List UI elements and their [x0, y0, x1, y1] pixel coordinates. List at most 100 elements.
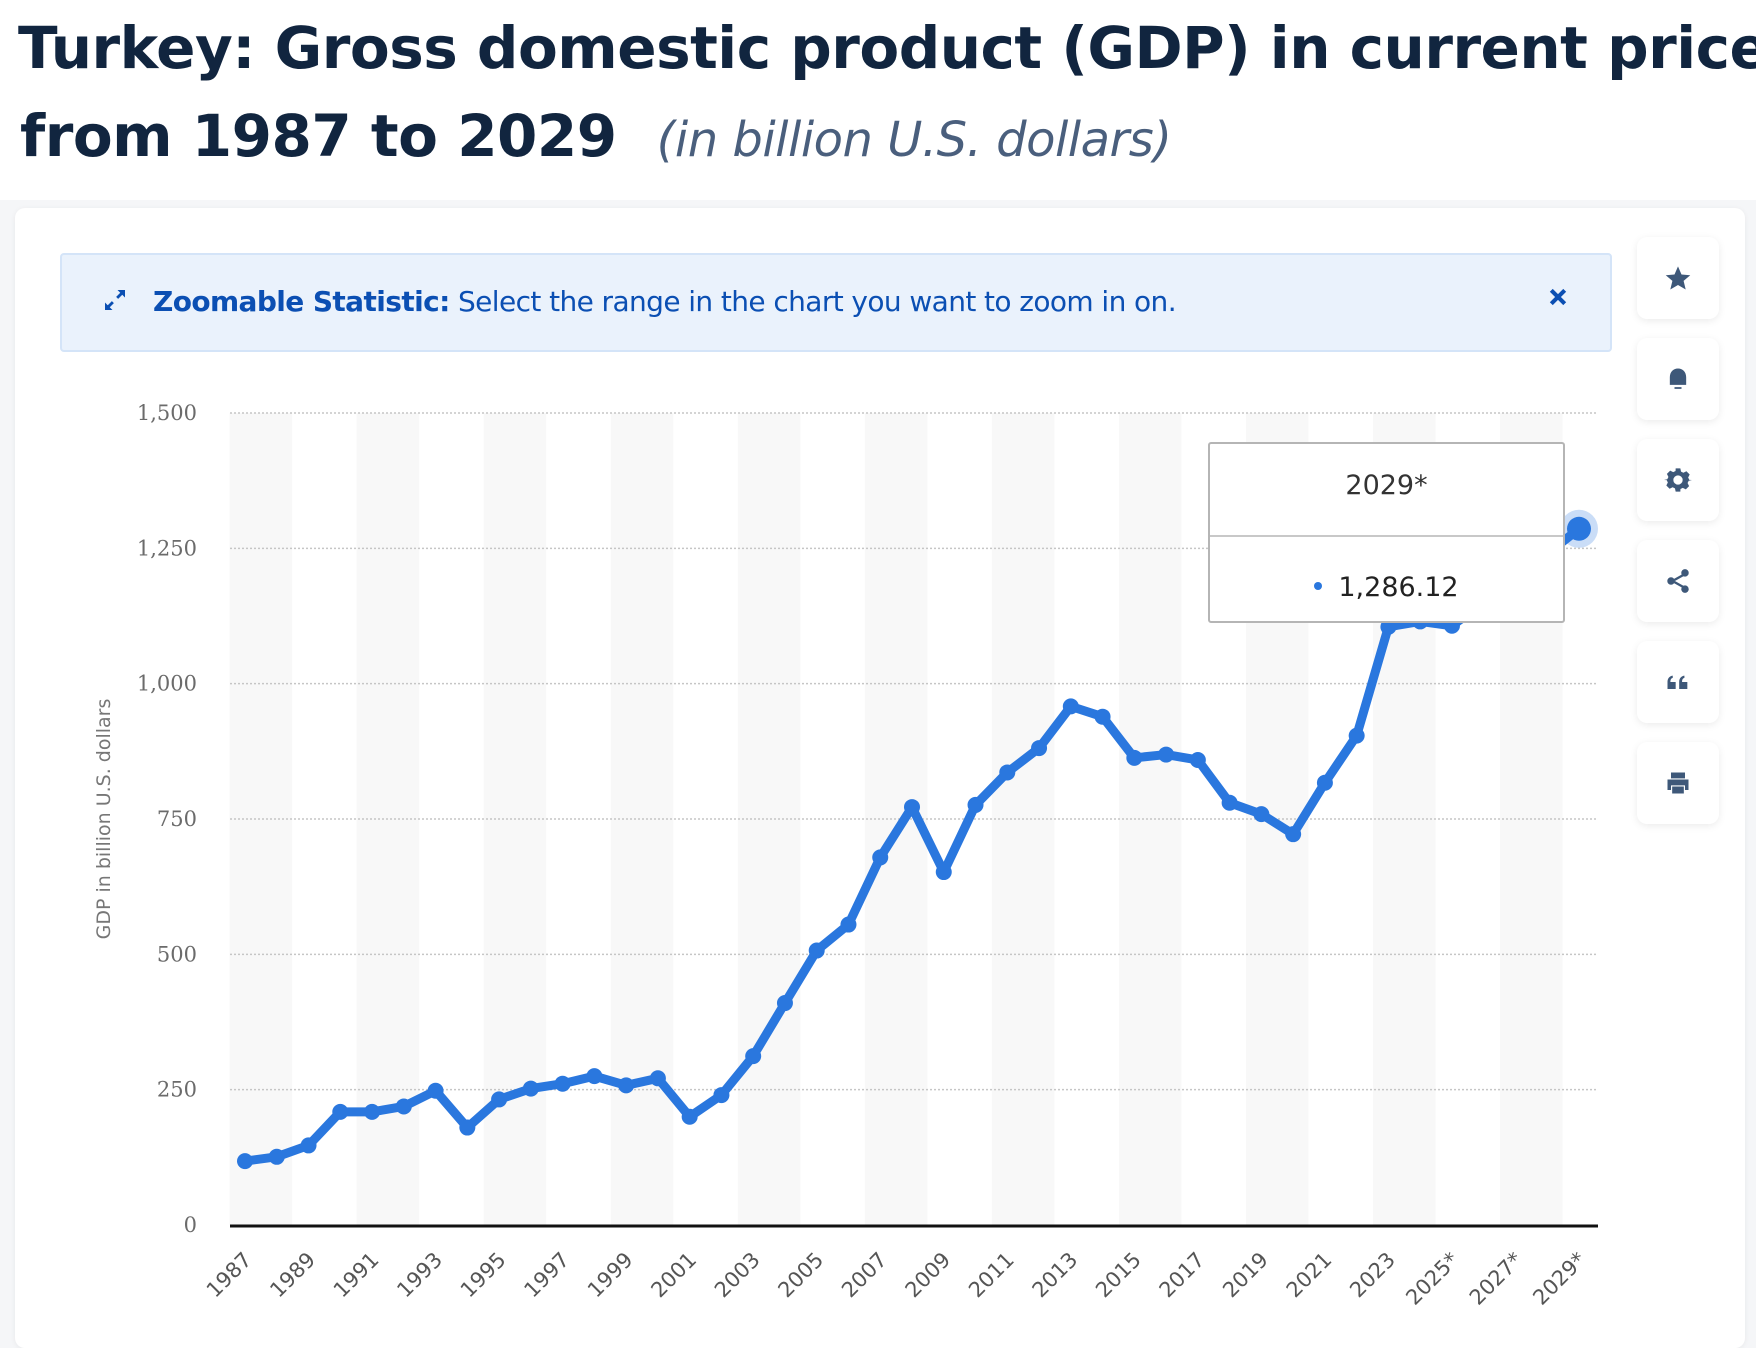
page-subtitle: (in billion U.S. dollars) — [656, 112, 1172, 168]
x-tick-label: 1997 — [519, 1248, 574, 1303]
share-icon — [1667, 569, 1689, 593]
y-tick-label: 1,250 — [137, 536, 197, 560]
data-point — [491, 1091, 508, 1108]
banner-label: Zoomable Statistic: — [153, 285, 450, 318]
y-axis-label: GDP in billion U.S. dollars — [93, 699, 115, 940]
data-point — [395, 1098, 412, 1115]
y-tick-label: 250 — [157, 1078, 197, 1102]
banner-text: Select the range in the chart you want t… — [449, 285, 1177, 318]
data-point — [904, 799, 920, 816]
tooltip-value-row: 1,286.12 — [1210, 572, 1563, 603]
data-point — [1285, 826, 1302, 843]
data-point — [300, 1137, 317, 1154]
data-point — [1253, 806, 1270, 823]
close-icon[interactable] — [1544, 283, 1572, 311]
tooltip-title: 2029* — [1345, 470, 1428, 501]
data-point — [681, 1108, 698, 1125]
notification-button[interactable] — [1637, 338, 1719, 420]
x-band — [737, 413, 801, 1225]
x-tick-label: 2015 — [1091, 1248, 1146, 1303]
y-tick-label: 1,000 — [137, 672, 197, 696]
x-tick-label: 1999 — [583, 1248, 638, 1303]
data-point — [586, 1068, 603, 1085]
x-tick-label: 1991 — [329, 1248, 384, 1303]
x-tick-label: 2029* — [1528, 1248, 1590, 1310]
y-axis-ticks: 0 250 500 750 1,000 1,250 1,500 — [137, 401, 197, 1237]
x-tick-label: 1989 — [265, 1248, 320, 1303]
data-point — [872, 849, 889, 866]
data-point — [1094, 708, 1111, 725]
x-tick-label: 2017 — [1155, 1248, 1210, 1303]
x-tick-label: 1987 — [202, 1248, 257, 1303]
data-point — [1189, 751, 1206, 768]
settings-button[interactable] — [1637, 439, 1719, 521]
data-point — [776, 995, 793, 1012]
printer-icon — [1667, 772, 1689, 794]
data-point — [967, 796, 984, 813]
x-tick-label: 2005 — [773, 1248, 828, 1303]
y-tick-label: 1,500 — [137, 401, 197, 425]
y-tick-label: 0 — [184, 1213, 197, 1237]
share-button[interactable] — [1637, 540, 1719, 622]
x-tick-label: 2027* — [1465, 1248, 1527, 1310]
gear-icon — [1664, 468, 1692, 492]
data-point — [808, 942, 825, 959]
data-point — [268, 1148, 285, 1165]
cite-button[interactable] — [1637, 641, 1719, 723]
data-point — [1031, 740, 1048, 757]
x-axis-ticks: 1987 1989 1991 1993 1995 1997 1999 2001 2003 2005… — [202, 1248, 1591, 1310]
quote-icon — [1667, 675, 1688, 689]
x-tick-label: 2023 — [1345, 1248, 1400, 1303]
data-point — [522, 1080, 539, 1097]
banner-message: Zoomable Statistic: Select the range in … — [153, 285, 1177, 318]
star-icon — [1665, 266, 1691, 290]
highlight-point-marker — [1567, 516, 1591, 541]
zoomable-banner: Zoomable Statistic: Select the range in … — [60, 253, 1612, 352]
data-point — [332, 1103, 349, 1120]
x-tick-label: 2003 — [710, 1248, 765, 1303]
y-tick-label: 500 — [157, 942, 197, 966]
data-point — [427, 1082, 444, 1099]
x-tick-label: 1993 — [392, 1248, 447, 1303]
data-point — [459, 1119, 476, 1136]
x-band — [229, 413, 293, 1225]
x-tick-label: 2001 — [646, 1248, 701, 1303]
print-button[interactable] — [1637, 742, 1719, 824]
data-point — [840, 916, 857, 933]
data-point — [1062, 698, 1079, 715]
series-gdp-points — [237, 545, 1556, 1170]
data-point — [364, 1103, 381, 1120]
x-tick-label: 2021 — [1282, 1248, 1337, 1303]
data-point — [1158, 746, 1175, 763]
data-point — [554, 1075, 571, 1092]
x-tick-label: 2011 — [964, 1248, 1019, 1303]
data-point — [1126, 749, 1143, 766]
expand-arrows-icon — [100, 285, 130, 315]
data-point — [237, 1153, 253, 1170]
data-point — [745, 1048, 762, 1065]
tooltip-divider — [1210, 535, 1563, 537]
page-title: Turkey: Gross domestic product (GDP) in … — [18, 14, 1756, 82]
y-tick-label: 750 — [157, 807, 197, 831]
data-point — [618, 1077, 635, 1094]
tooltip-value: 1,286.12 — [1338, 572, 1459, 603]
data-point — [1221, 794, 1238, 811]
highlight-point — [1560, 509, 1598, 548]
page-title-line2: from 1987 to 2029 (in billion U.S. dollar… — [20, 102, 1172, 170]
data-point — [713, 1087, 730, 1104]
x-tick-label: 2007 — [837, 1248, 892, 1303]
x-tick-label: 2009 — [901, 1248, 956, 1303]
data-point — [935, 864, 952, 881]
x-tick-label: 2019 — [1218, 1248, 1273, 1303]
favorite-button[interactable] — [1637, 237, 1719, 319]
header: Turkey: Gross domestic product (GDP) in … — [0, 0, 1756, 200]
bell-icon — [1669, 368, 1687, 389]
x-tick-label: 2013 — [1028, 1248, 1083, 1303]
data-point — [1316, 774, 1333, 791]
tooltip: 2029* 1,286.12 — [1208, 442, 1565, 623]
x-tick-label: 1995 — [456, 1248, 511, 1303]
data-point — [1348, 727, 1365, 744]
page-title-years: from 1987 to 2029 — [20, 102, 617, 170]
series-marker-icon — [1314, 581, 1323, 590]
